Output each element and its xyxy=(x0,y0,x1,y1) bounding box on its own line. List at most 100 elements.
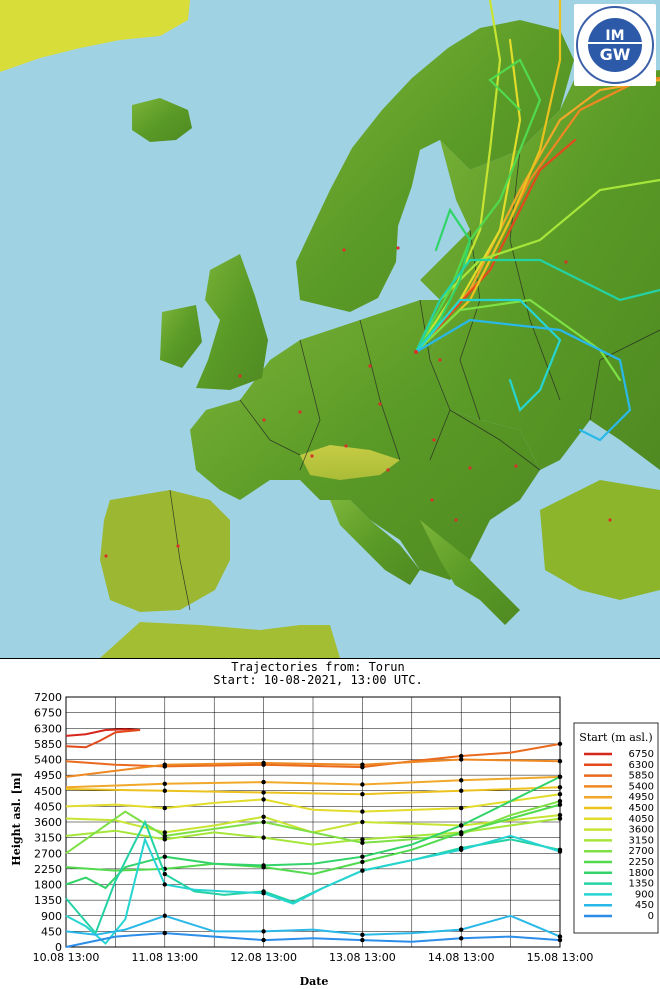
legend-label-450: 450 xyxy=(635,900,654,911)
y-tick-label: 3600 xyxy=(34,816,62,829)
ireland-land xyxy=(160,305,202,368)
x-tick-label: 15.08 13:00 xyxy=(527,951,594,964)
y-tick-label: 900 xyxy=(41,910,62,923)
day-marker xyxy=(360,762,365,767)
y-tick-label: 4950 xyxy=(34,769,62,782)
height-profile-chart: Trajectories from: Torun Start: 10-08-20… xyxy=(10,660,659,988)
day-marker xyxy=(557,741,563,747)
day-marker xyxy=(162,882,167,887)
day-marker xyxy=(360,792,365,797)
legend-label-6750: 6750 xyxy=(629,749,654,760)
day-marker xyxy=(557,792,563,797)
balkans-land xyxy=(420,520,520,625)
logo-text-im: IM xyxy=(605,28,624,44)
legend-label-2700: 2700 xyxy=(629,846,654,857)
day-marker xyxy=(360,819,365,825)
series-line-2250 xyxy=(65,803,561,876)
day-marker xyxy=(261,937,266,943)
y-tick-label: 0 xyxy=(55,941,62,954)
day-marker xyxy=(557,802,563,807)
legend-title: Start (m asl.) xyxy=(579,731,652,744)
day-marker xyxy=(360,840,365,846)
day-marker xyxy=(162,781,167,787)
series-line-4500 xyxy=(65,786,561,796)
day-marker xyxy=(162,837,167,842)
day-marker xyxy=(459,778,464,783)
day-marker xyxy=(162,830,167,835)
day-marker xyxy=(360,937,365,943)
series-line-6750 xyxy=(65,728,141,737)
day-marker xyxy=(557,934,563,939)
series-line-450 xyxy=(65,914,561,938)
legend-label-2250: 2250 xyxy=(629,857,654,868)
chart-title-line2: Start: 10-08-2021, 13:00 UTC. xyxy=(213,673,423,687)
logo-text-gw: GW xyxy=(600,45,631,64)
day-marker xyxy=(557,785,563,790)
day-marker xyxy=(360,859,365,865)
day-marker xyxy=(261,797,266,802)
italy-land xyxy=(330,500,420,585)
legend-label-4950: 4950 xyxy=(629,792,654,803)
y-tick-label: 2700 xyxy=(34,847,62,860)
x-axis-ticks: 10.08 13:00 11.08 13:00 12.08 13:00 13.08 1… xyxy=(33,951,594,964)
day-marker xyxy=(360,809,365,814)
day-marker xyxy=(162,762,167,767)
north-africa-land xyxy=(100,622,340,658)
y-tick-label: 4050 xyxy=(34,800,62,813)
y-tick-label: 6300 xyxy=(34,722,62,735)
day-marker xyxy=(557,849,563,854)
day-marker xyxy=(459,753,464,759)
day-marker xyxy=(459,847,464,852)
series-line-6300 xyxy=(65,729,141,749)
x-tick-label: 10.08 13:00 xyxy=(33,951,100,964)
y-tick-label: 450 xyxy=(41,925,62,938)
day-marker xyxy=(261,814,266,819)
iceland-land xyxy=(132,98,192,142)
y-tick-label: 6750 xyxy=(34,707,62,720)
turkey-land xyxy=(540,480,660,600)
y-tick-label: 5400 xyxy=(34,754,62,767)
day-marker xyxy=(557,774,563,780)
alps-land xyxy=(300,445,400,480)
series-line-5400 xyxy=(65,758,561,778)
day-marker xyxy=(360,932,365,938)
day-marker xyxy=(261,790,266,795)
day-marker xyxy=(261,890,266,896)
day-marker xyxy=(459,805,464,811)
day-marker xyxy=(162,833,167,839)
imgw-logo: IM GW xyxy=(574,4,656,86)
day-marker xyxy=(261,779,266,785)
legend-label-4500: 4500 xyxy=(629,803,654,814)
y-tick-label: 4500 xyxy=(34,785,62,798)
legend-label-3600: 3600 xyxy=(629,825,654,836)
day-marker xyxy=(162,913,167,918)
x-tick-label: 12.08 13:00 xyxy=(230,951,297,964)
day-marker xyxy=(459,788,464,793)
day-marker xyxy=(162,788,167,793)
x-tick-label: 13.08 13:00 xyxy=(329,951,396,964)
legend-label-0: 0 xyxy=(648,911,654,922)
series-line-4950 xyxy=(65,775,561,789)
y-tick-label: 7200 xyxy=(34,691,62,704)
day-marker xyxy=(261,863,266,868)
trajectory-lines xyxy=(414,0,660,442)
y-tick-label: 1800 xyxy=(34,879,62,892)
y-tick-label: 3150 xyxy=(34,832,62,845)
day-marker xyxy=(459,823,464,828)
day-marker xyxy=(459,936,464,941)
x-tick-label: 14.08 13:00 xyxy=(428,951,495,964)
day-marker xyxy=(261,819,266,825)
day-marker xyxy=(459,757,464,762)
day-marker xyxy=(261,760,266,766)
greenland-land xyxy=(0,0,190,72)
x-axis-label: Date xyxy=(300,975,329,988)
europe-map-svg xyxy=(0,0,660,658)
britain-land xyxy=(196,254,268,390)
legend-box xyxy=(573,722,659,934)
day-marker xyxy=(557,816,563,821)
iberia-land xyxy=(100,490,230,612)
central-europe-land xyxy=(190,300,540,580)
day-marker xyxy=(261,835,266,840)
y-tick-label: 5850 xyxy=(34,738,62,751)
day-marker xyxy=(459,830,464,835)
